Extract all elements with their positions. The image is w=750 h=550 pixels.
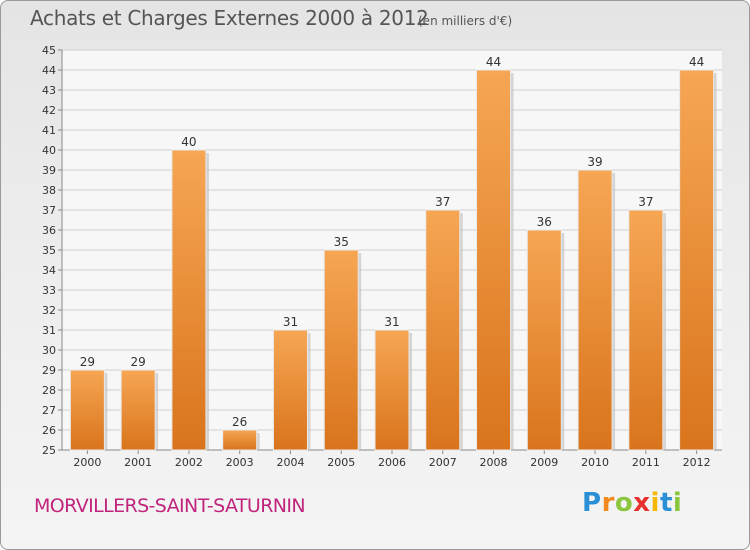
bar-2003: [222, 429, 258, 451]
y-tick-label: 30: [42, 344, 56, 357]
x-tick-label: 2005: [327, 456, 355, 469]
data-label: 40: [181, 135, 196, 149]
y-tick-label: 39: [42, 164, 56, 177]
x-tick-label: 2011: [632, 456, 660, 469]
x-tick-label: 2010: [581, 456, 609, 469]
brand-letter: o: [614, 488, 634, 518]
y-tick-label: 27: [42, 404, 56, 417]
data-label: 29: [80, 355, 95, 369]
data-label: 29: [131, 355, 146, 369]
label-layer: 2000 29 2001 29 2002 40 2003 26 2004 31 2005 35 2006…: [73, 55, 710, 469]
y-tick-label: 32: [42, 304, 56, 317]
bar-2010: [577, 169, 613, 451]
x-tick-label: 2007: [429, 456, 457, 469]
y-tick-label: 41: [42, 124, 56, 137]
x-tick-label: 2012: [683, 456, 711, 469]
x-tick-label: 2002: [175, 456, 203, 469]
data-label: 35: [334, 235, 349, 249]
bar-2008: [476, 69, 512, 451]
bar-2001: [120, 369, 156, 451]
bar-2006: [374, 329, 410, 451]
data-label: 36: [537, 215, 552, 229]
bar-2012: [679, 69, 715, 451]
y-tick-label: 36: [42, 224, 56, 237]
brand-letter: i: [672, 488, 683, 518]
data-label: 31: [384, 315, 399, 329]
x-tick-label: 2004: [276, 456, 304, 469]
x-tick-label: 2008: [480, 456, 508, 469]
y-tick-label: 42: [42, 104, 56, 117]
bar-2004: [272, 329, 308, 451]
data-label: 31: [283, 315, 298, 329]
y-tick-label: 25: [42, 444, 56, 457]
chart-unit: (en milliers d'€): [418, 14, 513, 28]
x-tick-label: 2001: [124, 456, 152, 469]
brand-letter: i: [650, 488, 660, 518]
brand-letter: t: [659, 488, 673, 518]
y-tick-label: 43: [42, 84, 56, 97]
data-label: 37: [435, 195, 450, 209]
proxiti-logo: Proxiti: [582, 488, 682, 518]
brand-letter: x: [633, 488, 651, 518]
y-tick-label: 38: [42, 184, 56, 197]
x-tick-label: 2006: [378, 456, 406, 469]
y-tick-label: 26: [42, 424, 56, 437]
bar-2011: [628, 209, 664, 451]
commune-name: MORVILLERS-SAINT-SATURNIN: [34, 495, 306, 517]
data-label: 44: [689, 55, 704, 69]
bar-2007: [425, 209, 461, 451]
y-tick-label: 44: [42, 64, 56, 77]
y-tick-label: 40: [42, 144, 56, 157]
x-tick-label: 2003: [226, 456, 254, 469]
bar-2000: [69, 369, 105, 451]
y-tick-label: 35: [42, 244, 56, 257]
bar-layer: [69, 69, 717, 451]
bar-2005: [323, 249, 359, 451]
bar-2002: [171, 149, 207, 451]
y-tick-label: 29: [42, 364, 56, 377]
y-tick-label: 37: [42, 204, 56, 217]
data-label: 37: [638, 195, 653, 209]
bar-2009: [526, 229, 562, 451]
y-tick-label: 33: [42, 284, 56, 297]
y-tick-label: 34: [42, 264, 56, 277]
x-tick-label: 2000: [73, 456, 101, 469]
data-label: 44: [486, 55, 501, 69]
brand-letter: P: [582, 488, 602, 518]
data-label: 26: [232, 415, 247, 429]
x-tick-label: 2009: [530, 456, 558, 469]
y-tick-label: 28: [42, 384, 56, 397]
chart-title: Achats et Charges Externes 2000 à 2012: [30, 6, 429, 30]
brand-letter: r: [601, 488, 615, 518]
y-tick-label: 45: [42, 44, 56, 57]
y-tick-label: 31: [42, 324, 56, 337]
data-label: 39: [587, 155, 602, 169]
